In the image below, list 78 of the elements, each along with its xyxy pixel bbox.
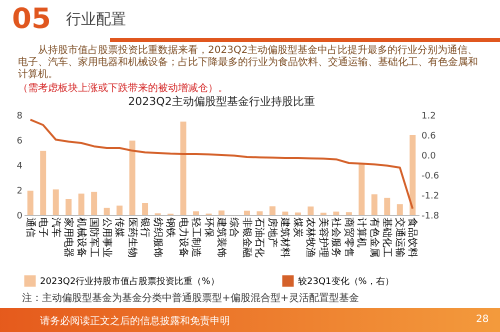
- bar: [142, 203, 148, 215]
- bar: [371, 194, 378, 215]
- bar: [410, 135, 416, 215]
- bar: [396, 204, 403, 215]
- text: 05: [12, 2, 51, 35]
- y2-tick-label: 0.0: [422, 152, 436, 162]
- x-tick-label: 轻工制造: [190, 218, 202, 258]
- x-tick-label: 电力设备: [177, 218, 190, 258]
- bar: [282, 212, 288, 215]
- bar: [91, 192, 98, 215]
- x-tick-label: 医药生物: [126, 218, 138, 258]
- bar: [27, 190, 34, 215]
- bar: [129, 140, 136, 215]
- x-tick-label: 社会服务: [330, 218, 342, 258]
- x-tick-label: 纺织服饰: [152, 218, 164, 258]
- text: 注：主动偏股型基金为基金分类中普通股票型+偏股混合型+灵活配置型基金: [22, 292, 359, 305]
- y-tick-label: 6: [16, 136, 23, 146]
- text: 28: [476, 314, 489, 325]
- bar: [384, 198, 390, 215]
- x-tick-label: 房地产: [266, 218, 278, 248]
- y2-tick-label: -0.6: [422, 172, 440, 182]
- y2-tick-label: 1.2: [422, 112, 436, 122]
- x-tick-label: 交通运输: [394, 218, 406, 258]
- bar: [116, 206, 123, 215]
- x-tick-label: 银行: [139, 216, 150, 238]
- x-tick-label: 有色金属: [368, 218, 380, 258]
- bar: [244, 210, 250, 215]
- x-tick-label: 计算机: [356, 218, 368, 248]
- x-tick-label: 电子: [37, 218, 50, 238]
- legend-label: 较23Q1变化（%，右）: [298, 276, 394, 287]
- y-tick-label: 0: [16, 212, 23, 222]
- x-tick-label: 食品饮料: [406, 218, 419, 258]
- bar: [308, 206, 314, 215]
- bar: [256, 211, 263, 215]
- bar: [40, 150, 46, 215]
- x-tick-label: 钢铁: [164, 216, 177, 238]
- x-tick-label: 传媒: [114, 218, 125, 238]
- x-tick-label: 建筑材料: [279, 216, 292, 258]
- x-tick-label: 基础化工: [381, 218, 394, 258]
- x-tick-label: 美容护理: [317, 218, 330, 258]
- bar: [78, 194, 84, 215]
- text: 请务必阅读正文之后的信息披露和免责申明: [40, 314, 230, 328]
- x-tick-label: 国防军工: [88, 218, 100, 258]
- chart-title: 2023Q2主动偏股型基金行业持股比重: [128, 95, 315, 108]
- bar: [358, 164, 365, 215]
- y2-tick-label: -1.8: [422, 212, 440, 222]
- x-tick-label: 通信: [24, 218, 36, 238]
- x-tick-label: 商贸零售: [342, 218, 355, 258]
- x-tick-label: 公用事业: [100, 218, 113, 258]
- y-tick-label: 8: [16, 112, 23, 122]
- bar: [104, 208, 110, 215]
- x-tick-label: 石油石化: [254, 218, 266, 258]
- y2-tick-label: -1.2: [422, 192, 440, 202]
- text: （需考虑板块上涨或下跌带来的被动增减仓）。: [18, 82, 228, 95]
- line-series: [29, 118, 414, 210]
- y-tick-label: 2: [16, 186, 22, 196]
- bar: [52, 189, 59, 215]
- x-tick-label: 农林牧渔: [304, 218, 317, 258]
- y2-tick-label: 0.6: [422, 132, 436, 142]
- x-tick-label: 建筑装饰: [216, 216, 228, 258]
- bar: [269, 206, 276, 215]
- x-tick-label: 汽车: [50, 218, 62, 238]
- bar: [180, 122, 186, 215]
- x-tick-label: 家用电器: [62, 218, 75, 258]
- x-tick-label: 综合: [228, 218, 240, 238]
- bar: [193, 211, 200, 215]
- bar: [66, 199, 72, 215]
- y-tick-label: 4: [16, 162, 23, 172]
- text: 行业配置: [66, 10, 126, 29]
- bar: [218, 210, 224, 215]
- bar: [333, 212, 340, 215]
- x-tick-label: 非银金融: [240, 218, 253, 258]
- x-tick-label: 机械设备: [75, 218, 88, 258]
- x-tick-label: 煤炭: [292, 218, 304, 238]
- x-tick-label: 环保: [202, 218, 214, 238]
- legend-label: 2023Q2行业持股市值占股票投资比重（%）: [40, 276, 220, 287]
- bar: [346, 212, 352, 215]
- text: 从持股市值占股票投资比重数据来看，2023Q2主动偏股型基金中占比提升最多的行业分别为通信、电子、汽车、家用电器和机械设备；占比下降最多的行业为食品饮料、交通运输、基础化工、有色金属和计算机。: [18, 45, 479, 81]
